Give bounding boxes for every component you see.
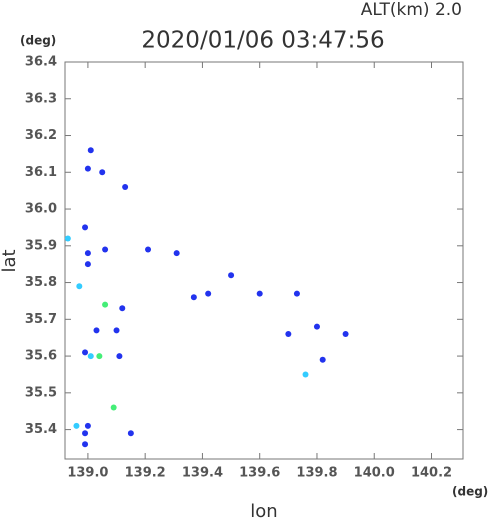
echo-point [122, 183, 129, 190]
echo-point [82, 224, 89, 231]
y-tick-label: 36.1 [25, 165, 57, 180]
echo-point [228, 272, 235, 279]
echo-point [319, 356, 326, 363]
x-tick-label: 140.0 [354, 466, 395, 481]
echo-point [127, 430, 134, 437]
echo-point [113, 327, 120, 334]
echo-point [84, 422, 91, 429]
echo-point [93, 327, 100, 334]
echo-point [256, 290, 263, 297]
y-tick-label: 35.8 [25, 275, 57, 290]
echo-point [342, 331, 349, 338]
echo-point [313, 323, 320, 330]
x-tick-label: 139.8 [296, 466, 337, 481]
x-tick-label: 139.6 [239, 466, 280, 481]
y-tick-label: 36.3 [25, 91, 57, 106]
plot-frame [64, 61, 464, 460]
echo-point [119, 305, 126, 312]
x-tick-label: 139.2 [125, 466, 166, 481]
echo-point [190, 294, 197, 301]
echo-point [84, 261, 91, 268]
y-tick-label: 36.4 [25, 55, 57, 70]
echo-point [99, 169, 106, 176]
echo-point [173, 250, 180, 257]
y-tick-label: 36.0 [25, 202, 57, 217]
echo-point [82, 430, 89, 437]
echo-point [64, 235, 71, 242]
echo-point [110, 404, 117, 411]
y-tick-label: 35.4 [25, 422, 57, 437]
echo-point [102, 301, 109, 308]
y-axis-label: lat [0, 249, 20, 272]
chart-title: 2020/01/06 03:47:56 [141, 28, 384, 54]
y-tick-label: 35.7 [25, 312, 57, 327]
echo-point [82, 349, 89, 356]
echo-point [102, 246, 109, 253]
y-unit: (deg) [20, 34, 56, 48]
echo-point [285, 331, 292, 338]
echo-point [87, 353, 94, 360]
altitude: ALT(km) 2.0 [361, 0, 462, 20]
y-tick-label: 35.6 [25, 349, 57, 364]
y-tick-label: 35.9 [25, 238, 57, 253]
echo-point [96, 353, 103, 360]
echo-point [87, 147, 94, 154]
echo-point [205, 290, 212, 297]
y-tick-label: 35.5 [25, 385, 57, 400]
echo-point [293, 290, 300, 297]
x-axis-label: lon [250, 501, 277, 521]
echo-point [82, 441, 89, 448]
echo-point [84, 165, 91, 172]
echo-point [84, 250, 91, 257]
x-tick-label: 139.0 [67, 466, 108, 481]
x-tick-label: 140.2 [411, 466, 452, 481]
echo-point [76, 283, 83, 290]
echo-point [302, 371, 309, 378]
echo-point [116, 353, 123, 360]
echo-point [73, 422, 80, 429]
x-unit: (deg) [452, 485, 488, 499]
y-tick-label: 36.2 [25, 128, 57, 143]
echo-point [145, 246, 152, 253]
x-tick-label: 139.4 [182, 466, 223, 481]
